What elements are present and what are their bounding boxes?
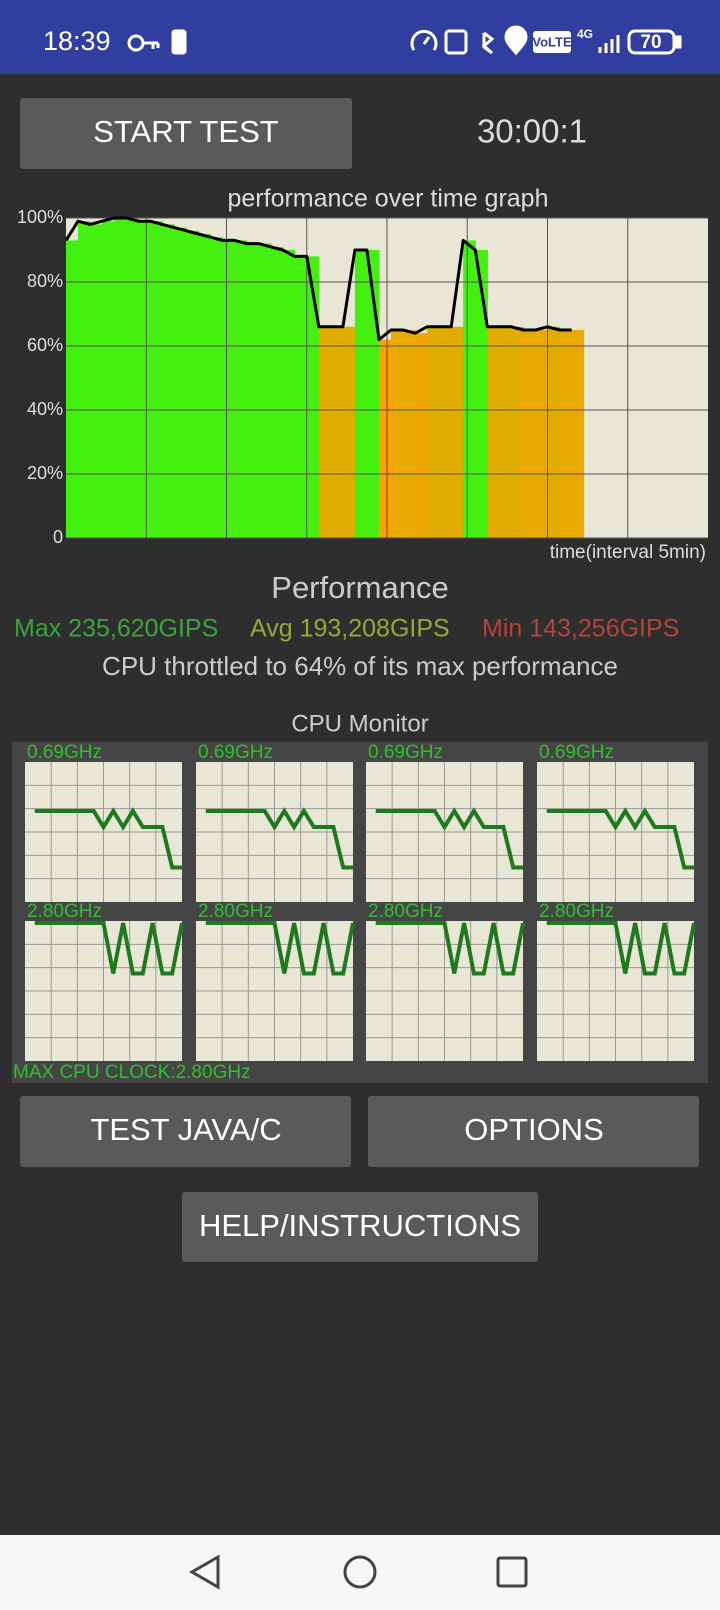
performance-column [162, 224, 175, 538]
max-stat: Max 235,620GIPS [14, 615, 218, 643]
performance-graph: 0 20% 40% 60% 80% 100% [17, 207, 708, 547]
cpu-freq-label: 0.69GHz [27, 742, 102, 763]
cpu-line [34, 921, 184, 976]
options-label[interactable]: OPTIONS [464, 1112, 604, 1147]
performance-column [427, 326, 440, 538]
performance-column [547, 326, 561, 538]
performance-column [186, 230, 200, 539]
cpu-footer: MAX CPU CLOCK:2.80GHz [13, 1062, 251, 1083]
help-button[interactable] [182, 1192, 538, 1262]
performance-column [535, 330, 549, 538]
status-bar [0, 0, 720, 74]
cpu-line [375, 921, 525, 976]
performance-column [66, 240, 79, 538]
performance-column [306, 256, 320, 538]
performance-column [342, 326, 356, 538]
performance-column [246, 243, 260, 538]
cpu-line [34, 807, 182, 870]
performance-column [150, 221, 163, 538]
cpu-freq-label: 2.80GHz [539, 901, 614, 922]
performance-column [174, 227, 187, 538]
performance-column [258, 243, 272, 538]
cpu-freq-label: 2.80GHz [368, 901, 443, 922]
performance-column [270, 246, 284, 539]
y-tick-label: 20% [27, 463, 63, 483]
start-test-button[interactable] [20, 98, 352, 169]
performance-column [451, 326, 464, 538]
help-label[interactable]: HELP/INSTRUCTIONS [199, 1208, 521, 1243]
cpu-line [546, 921, 696, 976]
cpu-freq-label: 2.80GHz [198, 901, 273, 922]
performance-column [198, 234, 212, 538]
cpu-line [205, 807, 353, 870]
cpu-graphs: 0.69GHz 0.69GHz 0.69GHz 0.69GHz 2.80GHz 2.80G… [25, 742, 696, 1061]
cpu-line [205, 921, 355, 976]
performance-column [330, 326, 344, 538]
y-tick-label: 80% [27, 271, 63, 291]
nav-bar [0, 1535, 720, 1610]
performance-column [78, 221, 91, 538]
performance-column [234, 240, 248, 538]
performance-column [354, 250, 368, 538]
performance-column [415, 333, 428, 538]
y-tick-label: 60% [27, 335, 63, 355]
cpu-freq-label: 0.69GHz [368, 742, 443, 763]
cpu-freq-label: 2.80GHz [27, 901, 102, 922]
cpu-line [546, 807, 694, 870]
clock: 18:39 [43, 26, 111, 56]
performance-column [403, 330, 416, 538]
volte-badge [533, 31, 571, 53]
min-stat: Min 143,256GIPS [482, 615, 679, 643]
performance-column [475, 250, 488, 538]
test-java-button[interactable] [20, 1096, 351, 1167]
performance-column [222, 240, 236, 538]
home-button[interactable] [343, 1555, 377, 1589]
y-tick-label: 40% [27, 399, 63, 419]
avg-stat: Avg 193,208GIPS [250, 615, 450, 643]
y-tick-label: 100% [17, 207, 63, 227]
performance-column [571, 330, 585, 538]
performance-column [463, 240, 476, 538]
performance-column [318, 326, 332, 538]
performance-column [294, 256, 308, 538]
performance-column [559, 330, 573, 538]
timer: 30:00:1 [477, 113, 587, 150]
performance-line [64, 216, 572, 342]
battery-level: 70 [640, 32, 661, 53]
performance-column [391, 330, 404, 538]
performance-column [102, 221, 115, 538]
throttle-note: CPU throttled to 64% of its max performa… [102, 651, 618, 681]
performance-column [90, 224, 103, 538]
x-axis-label: time(interval 5min) [550, 542, 706, 563]
performance-column [378, 339, 392, 538]
volte-label: VoLTE [532, 34, 572, 49]
performance-column [511, 326, 525, 538]
start-test-label[interactable]: START TEST [93, 114, 279, 149]
status-icons [127, 25, 682, 56]
graph-title: performance over time graph [228, 185, 549, 213]
performance-column [282, 250, 296, 538]
performance-column [439, 326, 452, 538]
options-button[interactable] [368, 1096, 699, 1167]
back-button[interactable] [188, 1554, 220, 1590]
recents-button[interactable] [496, 1556, 528, 1588]
performance-column [523, 330, 537, 538]
cpu-line [375, 807, 523, 870]
cpu-freq-label: 0.69GHz [539, 742, 614, 763]
performance-column [138, 221, 151, 538]
cpu-freq-label: 0.69GHz [198, 742, 273, 763]
performance-column [114, 218, 127, 538]
performance-column [126, 218, 139, 538]
test-java-label[interactable]: TEST JAVA/C [90, 1112, 281, 1147]
performance-column [487, 326, 500, 538]
performance-title: Performance [271, 570, 448, 605]
cpu-monitor-title: CPU Monitor [291, 710, 428, 737]
y-tick-label: 0 [53, 527, 63, 547]
performance-column [499, 326, 512, 538]
performance-column [210, 237, 224, 538]
network-label: 4G [577, 27, 593, 41]
